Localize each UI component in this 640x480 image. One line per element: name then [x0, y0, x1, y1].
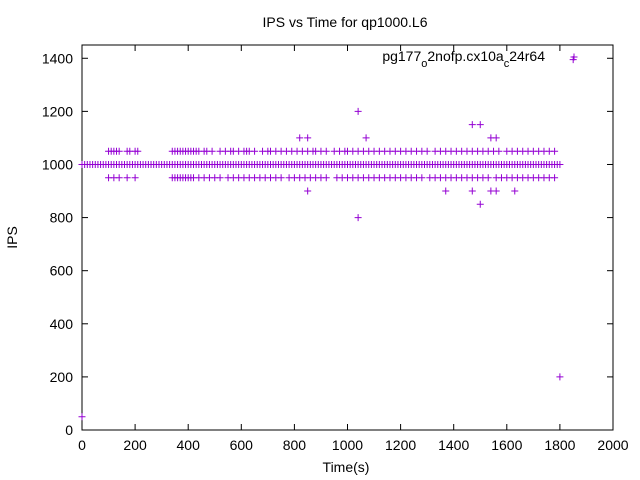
data-point: [304, 187, 312, 195]
legend-label-subscript-2: c: [504, 58, 510, 70]
data-point: [556, 160, 564, 168]
data-point: [134, 147, 142, 155]
data-point: [556, 373, 564, 381]
data-point: [492, 134, 500, 142]
data-point: [495, 147, 503, 155]
y-tick-label: 1000: [42, 156, 73, 172]
y-tick-label: 400: [50, 316, 74, 332]
y-tick-label: 1200: [42, 103, 73, 119]
x-tick-label: 1600: [491, 437, 522, 453]
y-axis-label: IPS: [4, 226, 20, 249]
data-points: [78, 56, 577, 421]
data-point: [115, 174, 123, 182]
x-tick-label: 1800: [544, 437, 575, 453]
data-point: [123, 174, 131, 182]
x-tick-label: 1000: [332, 437, 363, 453]
legend-label-subscript-1: o: [421, 58, 427, 70]
data-point: [354, 107, 362, 115]
data-point: [322, 147, 330, 155]
legend: pg177o2nofp.cx10ac24r64: [382, 48, 578, 70]
data-point: [551, 147, 559, 155]
data-point: [115, 147, 123, 155]
x-axis-label: Time(s): [323, 459, 370, 475]
x-tick-label: 800: [283, 437, 307, 453]
y-tick-label: 800: [50, 210, 74, 226]
x-tick-label: 0: [78, 437, 86, 453]
legend-label-part-2: 2nofp.cx10a: [427, 48, 503, 64]
data-point: [322, 174, 330, 182]
data-point: [354, 214, 362, 222]
plot-frame: [81, 44, 614, 431]
data-point: [468, 121, 476, 129]
data-point: [277, 174, 285, 182]
data-point: [484, 174, 492, 182]
data-point: [296, 134, 304, 142]
data-point: [216, 174, 224, 182]
chart-title: IPS vs Time for qp1000.L6: [263, 14, 428, 30]
x-tick-label: 2000: [597, 437, 628, 453]
y-tick-label: 1400: [42, 50, 73, 66]
axis-ticks: 0 200 400 600 800 1000 1200 1400 1600 1800 2000 0 20…: [42, 45, 629, 453]
data-point: [476, 200, 484, 208]
legend-label: pg177o2nofp.cx10ac24r64: [382, 48, 545, 70]
data-point: [362, 134, 370, 142]
legend-label-part-1: pg177: [382, 48, 421, 64]
x-tick-label: 1400: [438, 437, 469, 453]
data-point: [131, 174, 139, 182]
y-tick-label: 600: [50, 263, 74, 279]
data-point: [551, 174, 559, 182]
y-tick-label: 200: [50, 369, 74, 385]
legend-label-part-3: 24r64: [509, 48, 545, 64]
x-tick-label: 400: [177, 437, 201, 453]
x-tick-label: 600: [230, 437, 254, 453]
data-point: [492, 187, 500, 195]
data-point: [418, 174, 426, 182]
x-tick-label: 200: [123, 437, 147, 453]
data-point: [476, 121, 484, 129]
legend-marker: [570, 53, 578, 61]
data-point: [442, 187, 450, 195]
data-point: [251, 147, 259, 155]
x-tick-label: 1200: [385, 437, 416, 453]
data-point: [468, 187, 476, 195]
data-point: [208, 147, 216, 155]
data-point: [511, 187, 519, 195]
data-point: [304, 134, 312, 142]
y-tick-label: 0: [65, 422, 73, 438]
data-point: [423, 147, 431, 155]
data-point: [78, 413, 86, 421]
